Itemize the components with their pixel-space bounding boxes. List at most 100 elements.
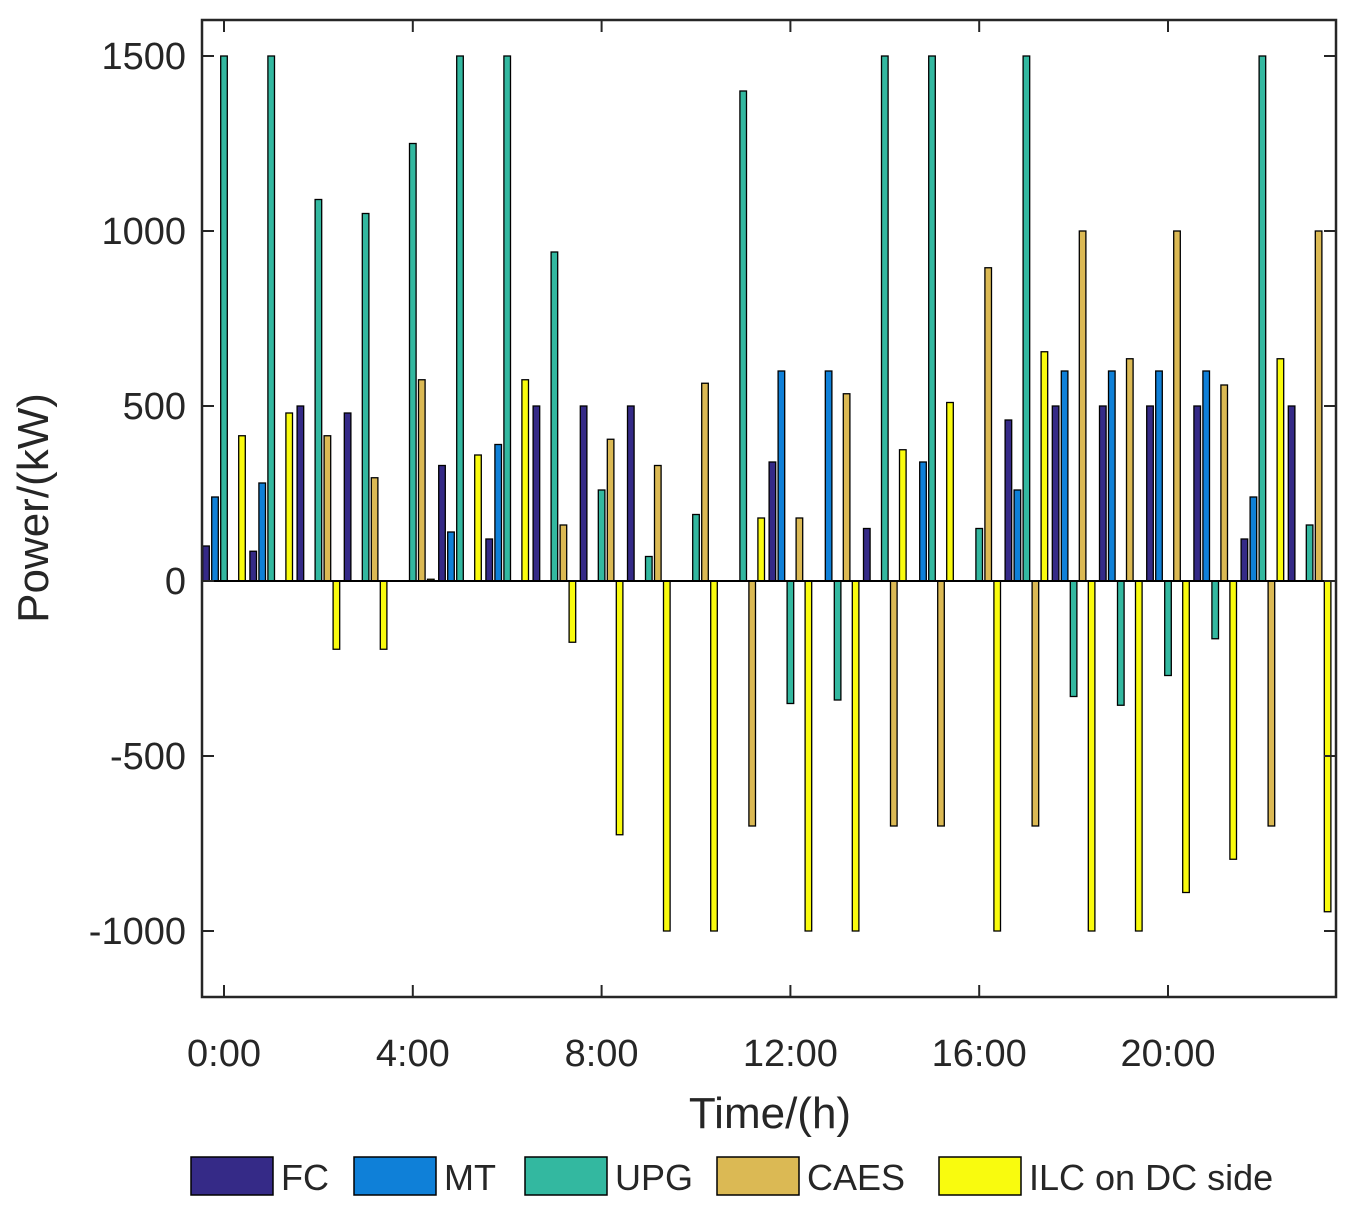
bar-fc-1: [249, 550, 258, 582]
bar-caes-20: [1173, 230, 1181, 582]
bar-upg-13: [833, 580, 842, 701]
bar-caes-12: [795, 517, 804, 582]
bar-upg-15: [928, 55, 936, 582]
bar-upg-2: [314, 198, 323, 582]
bar-ilc-on-dc-side-0: [238, 435, 246, 582]
bar-mt-19: [1107, 370, 1116, 582]
bar-upg-1: [267, 55, 276, 582]
bar-mt-5: [447, 531, 455, 582]
legend-label-mt: MT: [444, 1157, 496, 1198]
legend-label-caes: CAES: [807, 1157, 905, 1198]
bar-caes-16: [984, 267, 993, 582]
legend-swatch-caes: [716, 1156, 800, 1196]
bar-upg-16: [975, 527, 984, 582]
bar-fc-21: [1193, 405, 1202, 582]
bar-ilc-on-dc-side-16: [993, 580, 1002, 932]
bar-upg-8: [597, 489, 606, 582]
bar-upg-5: [456, 55, 464, 582]
bar-ilc-on-dc-side-20: [1182, 580, 1190, 894]
legend-label-upg: UPG: [615, 1157, 693, 1198]
bar-ilc-on-dc-side-10: [710, 580, 718, 932]
bar-mt-17: [1013, 489, 1022, 582]
bar-fc-20: [1146, 405, 1154, 582]
bar-caes-23: [1314, 230, 1323, 582]
x-tick-label: 8:00: [565, 1033, 639, 1075]
bar-upg-9: [644, 555, 653, 582]
bar-fc-7: [532, 405, 541, 582]
bar-caes-22: [1267, 580, 1276, 827]
bar-caes-9: [653, 464, 662, 582]
bar-fc-0: [202, 545, 210, 582]
bar-fc-22: [1240, 538, 1249, 582]
x-tick-label: 0:00: [187, 1033, 261, 1075]
bar-mt-13: [824, 370, 833, 582]
bar-mt-20: [1155, 370, 1163, 582]
legend-label-fc: FC: [281, 1157, 329, 1198]
bar-fc-8: [579, 405, 588, 582]
bar-fc-18: [1051, 405, 1060, 582]
bar-ilc-on-dc-side-15: [946, 401, 954, 582]
bar-caes-8: [606, 438, 615, 582]
bar-ilc-on-dc-side-18: [1087, 580, 1096, 932]
legend-swatch-ilc-on-dc-side: [938, 1156, 1022, 1196]
bar-fc-14: [862, 527, 871, 582]
bar-ilc-on-dc-side-8: [615, 580, 624, 836]
bar-upg-6: [503, 55, 512, 582]
bar-ilc-on-dc-side-22: [1276, 358, 1285, 582]
bar-fc-3: [343, 412, 352, 582]
bar-upg-12: [786, 580, 795, 705]
y-tick-label: -500: [110, 736, 186, 778]
y-axis-title: Power/(kW): [9, 393, 58, 623]
bar-caes-10: [701, 382, 709, 582]
bar-upg-20: [1164, 580, 1172, 677]
bar-ilc-on-dc-side-23: [1323, 580, 1332, 913]
bar-mt-15: [919, 461, 927, 582]
x-tick-label: 4:00: [376, 1033, 450, 1075]
bar-mt-6: [494, 443, 503, 582]
bar-ilc-on-dc-side-2: [332, 580, 341, 650]
bar-ilc-on-dc-side-5: [474, 454, 482, 582]
bar-caes-21: [1220, 384, 1229, 582]
y-tick-label: 1500: [101, 36, 186, 78]
legend-swatch-fc: [190, 1156, 274, 1196]
bar-caes-7: [559, 524, 568, 582]
bar-ilc-on-dc-side-1: [285, 412, 294, 582]
bar-ilc-on-dc-side-9: [662, 580, 671, 932]
bar-fc-19: [1098, 405, 1107, 582]
y-tick-label: 500: [123, 386, 186, 428]
bar-ilc-on-dc-side-21: [1229, 580, 1238, 860]
bar-mt-0: [211, 496, 219, 582]
bar-fc-9: [626, 405, 635, 582]
bar-ilc-on-dc-side-6: [521, 379, 530, 582]
bar-caes-11: [748, 580, 757, 827]
bar-mt-12: [777, 370, 786, 582]
bar-caes-17: [1031, 580, 1040, 827]
bar-upg-11: [739, 90, 748, 582]
bar-upg-4: [408, 142, 417, 582]
bar-caes-3: [370, 477, 379, 582]
bar-upg-21: [1211, 580, 1220, 640]
bar-mt-21: [1202, 370, 1211, 582]
bar-upg-7: [550, 251, 559, 582]
legend-label-ilc-on-dc-side: ILC on DC side: [1029, 1157, 1273, 1198]
legend-swatch-mt: [353, 1156, 437, 1196]
bar-ilc-on-dc-side-12: [804, 580, 813, 932]
legend-swatch-upg: [524, 1156, 608, 1196]
bar-upg-10: [692, 513, 700, 582]
bar-ilc-on-dc-side-17: [1040, 351, 1049, 582]
legend: FC MT UPG CAES ILC on DC side: [190, 1156, 1273, 1198]
y-tick-label: -1000: [89, 911, 186, 953]
bar-upg-17: [1022, 55, 1031, 582]
bar-mt-22: [1249, 496, 1258, 582]
bar-fc-2: [296, 405, 305, 582]
bar-upg-18: [1069, 580, 1078, 698]
bar-caes-19: [1125, 358, 1134, 582]
bar-upg-23: [1305, 524, 1314, 582]
bar-fc-5: [438, 464, 446, 582]
bar-mt-1: [258, 482, 267, 582]
bar-upg-22: [1258, 55, 1267, 582]
bar-ilc-on-dc-side-19: [1134, 580, 1143, 932]
bar-fc-12: [768, 461, 777, 582]
